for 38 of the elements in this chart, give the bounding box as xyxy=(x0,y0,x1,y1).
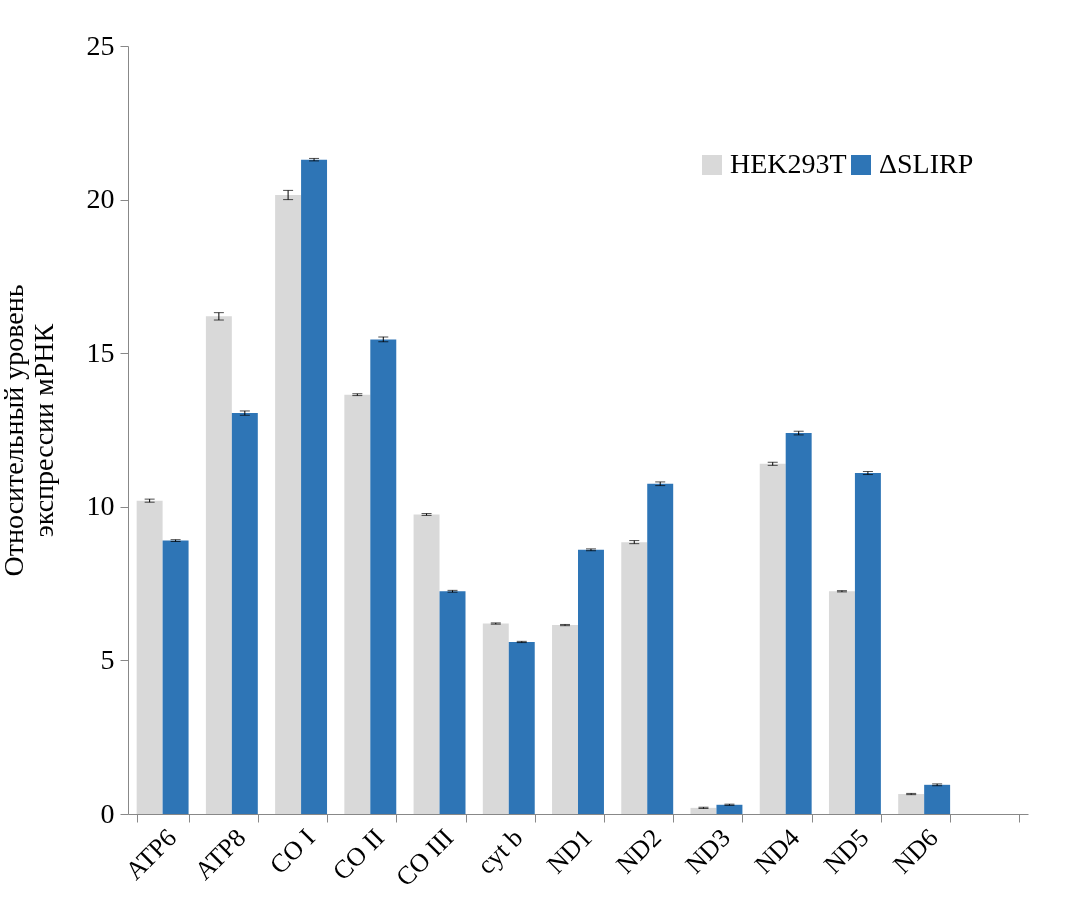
legend-label: ΔSLIRP xyxy=(879,148,974,179)
bar xyxy=(344,394,371,814)
y-tick-label: 25 xyxy=(86,29,115,61)
legend-label: HEK293T xyxy=(730,148,847,179)
bar xyxy=(647,483,674,814)
bar xyxy=(370,339,397,814)
bar xyxy=(690,807,717,814)
bar xyxy=(854,473,881,814)
x-tick-label: cyt b xyxy=(471,823,529,880)
x-tick-label: CO III xyxy=(390,823,460,893)
y-axis-title: Относительный уровень экспрессии мРНК xyxy=(0,284,59,577)
y-tick-label: 10 xyxy=(86,490,115,522)
bar xyxy=(924,784,951,814)
bar xyxy=(136,500,163,814)
bar xyxy=(205,316,232,814)
y-tick-label: 20 xyxy=(86,183,115,215)
y-tick-label: 0 xyxy=(100,797,115,829)
bar xyxy=(439,591,466,814)
bar xyxy=(162,540,189,814)
y-tick-label: 15 xyxy=(86,336,115,368)
bar xyxy=(482,623,509,814)
x-tick-label: ND1 xyxy=(541,823,598,880)
bar xyxy=(413,514,440,814)
bar xyxy=(508,641,535,814)
bar xyxy=(898,794,925,814)
bar xyxy=(578,549,604,814)
bar xyxy=(621,542,648,814)
x-tick-label: CO I xyxy=(263,823,321,880)
bar xyxy=(275,194,302,814)
bar xyxy=(759,463,786,814)
bar xyxy=(828,591,855,814)
bar xyxy=(716,804,743,814)
bar xyxy=(301,159,328,814)
x-tick-label: CO II xyxy=(327,823,390,886)
bar xyxy=(552,625,578,814)
y-tick-label: 5 xyxy=(100,643,115,675)
bar xyxy=(231,413,258,814)
bar xyxy=(785,433,812,814)
